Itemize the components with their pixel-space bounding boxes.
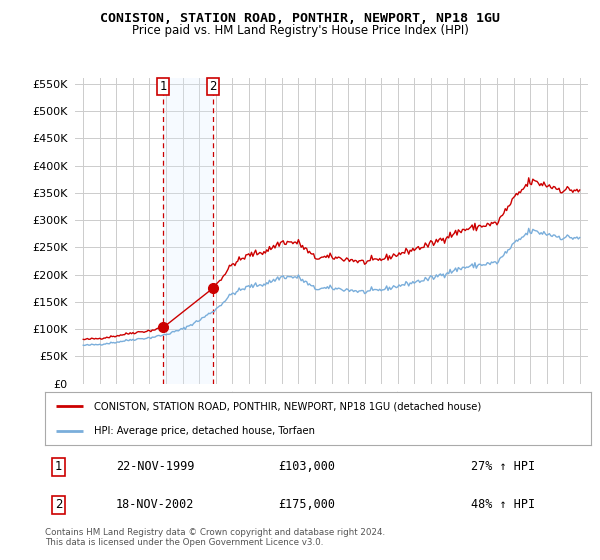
Text: 2: 2 — [55, 498, 62, 511]
Text: Contains HM Land Registry data © Crown copyright and database right 2024.
This d: Contains HM Land Registry data © Crown c… — [45, 528, 385, 547]
Text: 1: 1 — [55, 460, 62, 473]
Text: HPI: Average price, detached house, Torfaen: HPI: Average price, detached house, Torf… — [94, 426, 315, 436]
Text: 1: 1 — [160, 80, 167, 93]
Text: 48% ↑ HPI: 48% ↑ HPI — [471, 498, 535, 511]
Text: £175,000: £175,000 — [278, 498, 335, 511]
Text: 27% ↑ HPI: 27% ↑ HPI — [471, 460, 535, 473]
Text: 18-NOV-2002: 18-NOV-2002 — [116, 498, 194, 511]
Text: 22-NOV-1999: 22-NOV-1999 — [116, 460, 194, 473]
Bar — [163, 78, 213, 384]
Text: £103,000: £103,000 — [278, 460, 335, 473]
Text: CONISTON, STATION ROAD, PONTHIR, NEWPORT, NP18 1GU (detached house): CONISTON, STATION ROAD, PONTHIR, NEWPORT… — [94, 402, 481, 412]
Text: Price paid vs. HM Land Registry's House Price Index (HPI): Price paid vs. HM Land Registry's House … — [131, 24, 469, 37]
Text: 2: 2 — [209, 80, 217, 93]
Text: CONISTON, STATION ROAD, PONTHIR, NEWPORT, NP18 1GU: CONISTON, STATION ROAD, PONTHIR, NEWPORT… — [100, 12, 500, 25]
